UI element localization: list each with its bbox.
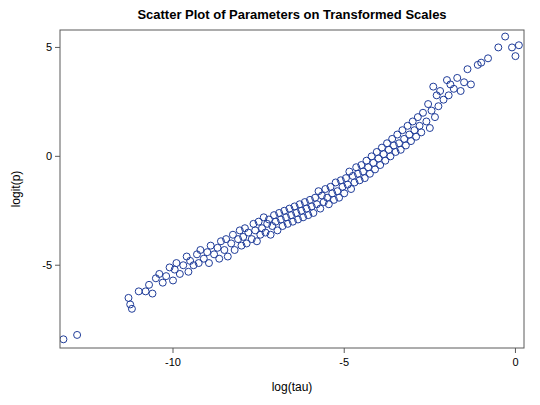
background xyxy=(0,0,540,405)
point xyxy=(348,186,355,193)
point xyxy=(430,83,437,90)
point xyxy=(485,55,492,62)
y-tick-label: 5 xyxy=(46,41,52,53)
point xyxy=(495,44,502,51)
chart: Scatter Plot of Parameters on Transforme… xyxy=(0,0,540,405)
point xyxy=(146,281,153,288)
point xyxy=(180,262,187,269)
x-tick xyxy=(173,348,174,353)
point xyxy=(216,255,223,262)
point xyxy=(267,231,274,238)
point xyxy=(205,260,212,267)
point xyxy=(512,53,519,60)
point xyxy=(127,301,134,308)
point xyxy=(173,260,180,267)
x-tick xyxy=(344,348,345,353)
point xyxy=(431,114,438,121)
point xyxy=(142,288,149,295)
point xyxy=(228,240,235,247)
point xyxy=(445,92,452,99)
point xyxy=(135,288,142,295)
point xyxy=(509,44,516,51)
x-tick-label: 0 xyxy=(512,356,518,368)
point xyxy=(128,305,135,312)
point xyxy=(464,66,471,73)
plot-frame xyxy=(60,30,524,348)
points xyxy=(60,33,522,343)
y-tick xyxy=(55,156,60,157)
point xyxy=(245,229,252,236)
point xyxy=(515,42,522,49)
point xyxy=(312,194,319,201)
point xyxy=(435,103,442,110)
point xyxy=(214,244,221,251)
point xyxy=(461,79,468,86)
point xyxy=(253,238,260,245)
point xyxy=(426,125,433,132)
y-axis-label: logit(p) xyxy=(9,171,23,208)
point xyxy=(419,109,426,116)
point xyxy=(416,122,423,129)
y-tick xyxy=(55,47,60,48)
point xyxy=(125,294,132,301)
point xyxy=(478,59,485,66)
point xyxy=(221,246,228,253)
y-tick-label: 0 xyxy=(46,150,52,162)
point xyxy=(418,129,425,136)
y-tick-label: -5 xyxy=(42,259,52,271)
point xyxy=(197,246,204,253)
point xyxy=(224,253,231,260)
point xyxy=(310,209,317,216)
y-tick xyxy=(55,265,60,266)
point xyxy=(341,190,348,197)
x-axis-label: log(tau) xyxy=(272,380,313,394)
x-tick-label: -5 xyxy=(339,356,349,368)
point xyxy=(74,331,81,338)
point xyxy=(159,279,166,286)
point xyxy=(185,268,192,275)
point xyxy=(207,242,214,249)
point xyxy=(437,87,444,94)
point xyxy=(454,74,461,81)
point xyxy=(467,81,474,88)
point xyxy=(342,175,349,182)
x-tick xyxy=(515,348,516,353)
point xyxy=(60,336,67,343)
x-tick-label: -10 xyxy=(165,356,181,368)
point xyxy=(425,101,432,108)
point xyxy=(428,107,435,114)
title: Scatter Plot of Parameters on Transforme… xyxy=(137,7,446,22)
point xyxy=(231,246,238,253)
point xyxy=(457,87,464,94)
point xyxy=(450,85,457,92)
point xyxy=(317,205,324,212)
point xyxy=(163,273,170,280)
point xyxy=(170,277,177,284)
point xyxy=(204,249,211,256)
point xyxy=(176,270,183,277)
point xyxy=(149,290,156,297)
point xyxy=(502,33,509,40)
point xyxy=(423,118,430,125)
point xyxy=(156,270,163,277)
